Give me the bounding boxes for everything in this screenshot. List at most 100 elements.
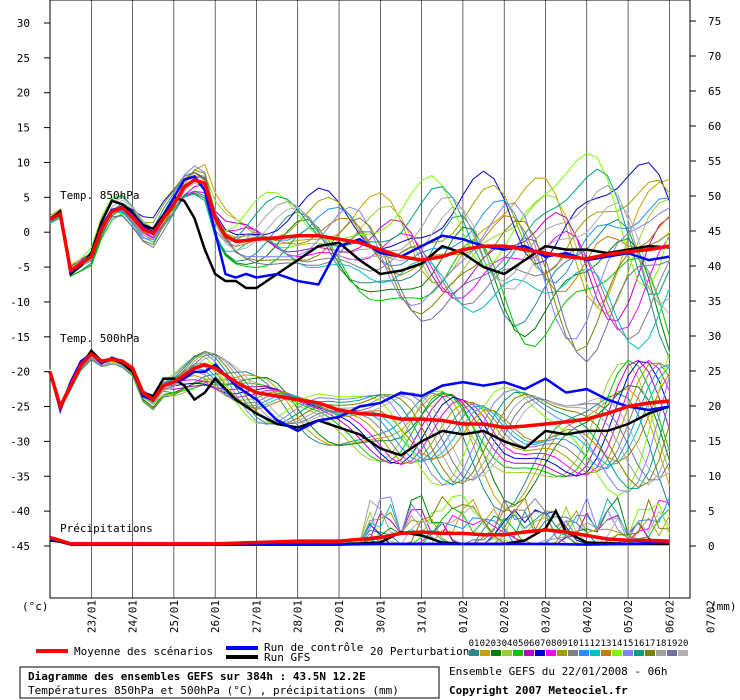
x-date-label: 31/01 [416,600,429,633]
perturbation-id-label: 08 [546,639,557,649]
right-tick-label: 0 [708,540,715,553]
perturbation-swatch [513,650,523,656]
perturbation-id-label: 18 [656,639,667,649]
left-tick-label: 25 [17,52,30,65]
x-date-label: 26/01 [209,600,222,633]
perturbation-swatch [667,650,677,656]
perturbation-id-label: 20 [678,639,689,649]
copyright: Copyright 2007 Meteociel.fr [449,684,628,697]
left-tick-label: -40 [10,505,30,518]
perturbation-id-label: 19 [667,639,678,649]
perturbation-17-t500 [49,350,670,489]
perturbation-swatch [524,650,534,656]
perturbation-swatch [502,650,512,656]
perturbation-id-label: 17 [645,639,656,649]
panel-label-precip: Précipitations [60,522,153,535]
left-axis-unit: (°c) [22,600,49,613]
left-tick-label: -25 [10,401,30,414]
precip-mean-line [49,528,670,546]
perturbation-swatch [535,650,545,656]
t500-mean-line [48,351,670,430]
perturbation-legend: 01 02 03 04 05 06 07 08 09 10 11 12 13 14 15 16 17 18 19 20 [469,639,689,656]
x-date-label: 03/02 [539,600,552,633]
perturbation-swatch [601,650,611,656]
left-tick-label: -45 [10,540,30,553]
legend-gfs-label: Run GFS [264,651,310,664]
x-date-label: 28/01 [292,600,305,633]
perturbation-id-label: 03 [491,639,502,649]
perturbation-swatch [623,650,633,656]
perturbation-id-label: 13 [601,639,612,649]
perturbation-swatch [568,650,578,656]
left-tick-label: 15 [17,122,30,135]
x-date-label: 30/01 [374,600,387,633]
chart-title: Diagramme des ensembles GEFS sur 384h : … [28,670,366,683]
right-tick-label: 50 [708,190,721,203]
perturbation-swatch [612,650,622,656]
perturbation-id-label: 15 [623,639,634,649]
left-tick-label: 0 [23,226,30,239]
x-date-label: 27/01 [250,600,263,633]
perturbation-lines [49,153,670,546]
x-date-label: 07/02 [705,600,718,633]
perturbation-id-label: 14 [612,639,623,649]
right-axis-unit: (mm) [710,600,737,613]
legend-mean-label: Moyenne des scénarios [74,645,213,658]
perturbation-19-t850 [49,176,670,363]
perturbation-16-t500 [49,350,670,489]
panel-label-t850: Temp. 850hPa [60,189,139,202]
x-axis: 23/01 24/01 25/01 26/01 27/01 28/01 29/01 30/01… [85,600,717,633]
legend-perturbations-label: 20 Perturbations [370,645,476,658]
perturbation-swatch [480,650,490,656]
left-axis: 30 25 20 15 10 5 0 -5 -10 -15 -20 -25 -30 -35 -40 -45 [10,17,50,553]
right-tick-label: 15 [708,435,721,448]
x-date-label: 06/02 [663,600,676,633]
perturbation-id-label: 05 [513,639,524,649]
left-tick-label: -15 [10,331,30,344]
left-tick-label: -30 [10,435,30,448]
right-tick-label: 75 [708,15,721,28]
right-tick-label: 45 [708,225,721,238]
legend-control-label: Run de contrôle [264,641,363,654]
perturbation-swatch [469,650,479,656]
left-tick-label: 5 [23,191,30,204]
perturbation-id-label: 06 [524,639,535,649]
perturbation-id-label: 09 [557,639,568,649]
main-series-lines [48,174,670,546]
panel-label-t500: Temp. 500hPa [60,332,139,345]
perturbation-swatch [590,650,600,656]
perturbation-swatch [678,650,688,656]
perturbation-15-t850 [49,165,670,340]
plot-frame [49,0,691,599]
perturbation-swatch [491,650,501,656]
perturbation-17-t850 [49,169,670,352]
right-tick-label: 40 [708,260,721,273]
right-tick-label: 30 [708,330,721,343]
x-date-label: 02/02 [498,600,511,633]
right-tick-label: 10 [708,470,721,483]
perturbation-swatch [656,650,666,656]
x-date-label: 25/01 [168,600,181,633]
x-date-label: 29/01 [333,600,346,633]
perturbation-12-t850 [49,193,670,350]
left-tick-label: 10 [17,156,30,169]
left-tick-label: 20 [17,87,30,100]
left-tick-label: -10 [10,296,30,309]
info-box [19,666,440,699]
perturbation-swatch [579,650,589,656]
left-tick-label: 30 [17,17,30,30]
right-tick-label: 25 [708,365,721,378]
x-date-label: 05/02 [622,600,635,633]
perturbation-swatch [645,650,655,656]
right-tick-label: 35 [708,295,721,308]
perturbation-id-label: 02 [480,639,491,649]
chart-subtitle: Températures 850hPa et 500hPa (°C) , pré… [28,684,399,697]
x-date-label: 24/01 [127,600,140,633]
perturbation-id-label: 12 [590,639,601,649]
left-tick-label: -20 [10,366,30,379]
x-date-label: 23/01 [85,600,98,633]
perturbation-id-label: 10 [568,639,579,649]
right-tick-label: 60 [708,120,721,133]
